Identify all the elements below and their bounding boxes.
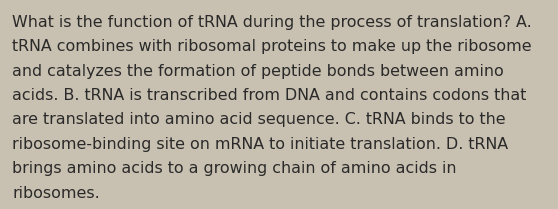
Text: ribosome-binding site on mRNA to initiate translation. D. tRNA: ribosome-binding site on mRNA to initiat…	[12, 137, 508, 152]
Text: tRNA combines with ribosomal proteins to make up the ribosome: tRNA combines with ribosomal proteins to…	[12, 39, 532, 54]
Text: acids. B. tRNA is transcribed from DNA and contains codons that: acids. B. tRNA is transcribed from DNA a…	[12, 88, 527, 103]
Text: are translated into amino acid sequence. C. tRNA binds to the: are translated into amino acid sequence.…	[12, 112, 506, 127]
Text: What is the function of tRNA during the process of translation? A.: What is the function of tRNA during the …	[12, 15, 532, 30]
Text: brings amino acids to a growing chain of amino acids in: brings amino acids to a growing chain of…	[12, 161, 457, 176]
Text: and catalyzes the formation of peptide bonds between amino: and catalyzes the formation of peptide b…	[12, 64, 504, 79]
Text: ribosomes.: ribosomes.	[12, 186, 100, 201]
